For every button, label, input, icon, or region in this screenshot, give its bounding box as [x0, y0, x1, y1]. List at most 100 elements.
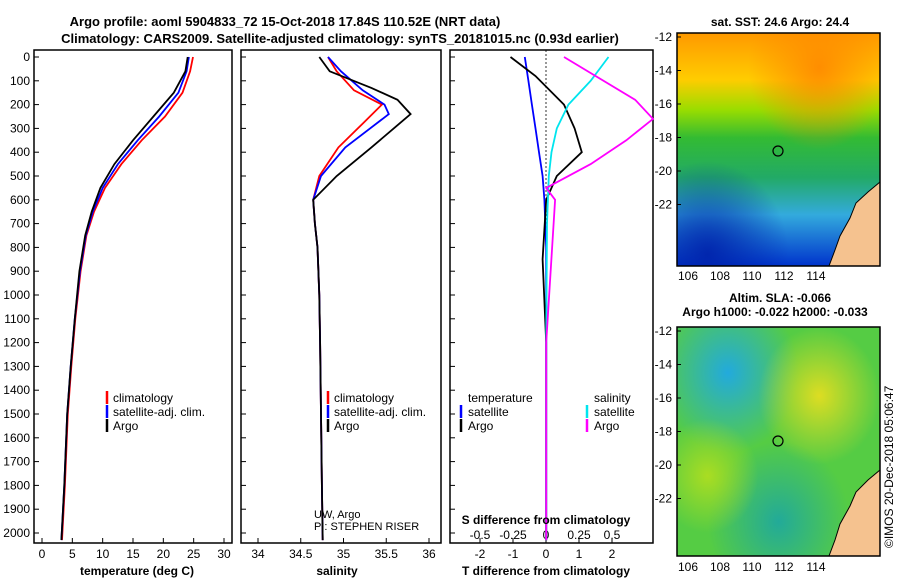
difference-tick-label: 1: [576, 547, 583, 561]
depth-tick-label: 1700: [3, 455, 30, 469]
temperature-x-axis: 0 5 10 15 20 25 30: [39, 538, 231, 561]
depth-tick-label: 0: [23, 50, 30, 64]
depth-tick-label: 300: [10, 121, 30, 135]
latitude-tick-label: -18: [655, 425, 673, 439]
longitude-tick-label: 112: [774, 560, 793, 574]
series-line-temperature-satellite: [523, 56, 548, 541]
salinity-legend: climatology satellite-adj. clim. Argo: [326, 391, 426, 433]
legend-sal-title: salinity: [594, 391, 631, 405]
difference-legend-salinity: salinity satellite Argo: [585, 391, 635, 433]
depth-tick-label: 600: [10, 193, 30, 207]
difference-tick-label: -2: [475, 547, 486, 561]
series-line-argo: [60, 56, 189, 541]
depth-tick-label: 800: [10, 240, 30, 254]
longitude-tick-label: 108: [710, 269, 730, 283]
latitude-tick-label: -14: [655, 358, 673, 372]
legend-argo-label: Argo: [334, 419, 360, 433]
difference-top-label: S difference from climatology: [462, 513, 631, 527]
series-layer: [60, 56, 655, 541]
depth-tick-label: 1400: [3, 383, 30, 397]
depth-tick-label: 1000: [3, 288, 30, 302]
temperature-legend: climatology satellite-adj. clim. Argo: [105, 391, 205, 433]
salinity-tick-label: 35.5: [375, 547, 399, 561]
longitude-tick-label: 112: [774, 269, 793, 283]
series-line-salinity-satellite: [545, 56, 610, 541]
legend-satellite-label: satellite-adj. clim.: [113, 405, 205, 419]
longitude-tick-label: 106: [678, 269, 698, 283]
depth-tick-label: 1100: [4, 312, 30, 326]
latitude-tick-label: -14: [655, 64, 673, 78]
difference-tick-label: 2: [609, 547, 616, 561]
latitude-tick-label: -22: [655, 492, 673, 506]
longitude-tick-label: 106: [678, 560, 698, 574]
latitude-tick-label: -12: [655, 324, 673, 338]
latitude-tick-label: -16: [655, 97, 673, 111]
depth-tick-label: 1600: [3, 431, 30, 445]
depth-tick-label: 500: [10, 169, 30, 183]
sla-map-title-1: Altim. SLA: -0.066: [729, 291, 831, 305]
series-line-satellite-adj-clim-: [312, 56, 390, 541]
legend-temp-argo-label: Argo: [468, 419, 494, 433]
difference-panel-frame: [449, 49, 654, 544]
depth-tick-label: 2000: [3, 526, 30, 540]
salinity-tick-label: 34.5: [289, 547, 313, 561]
salinity-xlabel: salinity: [316, 564, 358, 578]
temperature-tick-label: 15: [126, 547, 140, 561]
title-line-2: Climatology: CARS2009. Satellite-adjuste…: [61, 31, 619, 46]
temperature-tick-label: 10: [96, 547, 110, 561]
sst-map: [676, 32, 881, 267]
credit-line-2: PI: STEPHEN RISER: [314, 521, 419, 533]
depth-tick-label: 1500: [3, 407, 30, 421]
legend-temp-title: temperature: [468, 391, 533, 405]
depth-tick-label: 400: [10, 145, 30, 159]
legend-temp-satellite-label: satellite: [468, 405, 509, 419]
longitude-tick-label: 110: [742, 560, 761, 574]
temperature-panel-frame: [33, 49, 233, 544]
sla-map-title-2: Argo h1000: -0.022 h2000: -0.033: [682, 305, 868, 319]
temperature-xlabel: temperature (deg C): [80, 564, 194, 578]
salinity-panel-frame: [240, 49, 442, 544]
legend-sal-argo-label: Argo: [594, 419, 620, 433]
longitude-tick-label: 114: [806, 269, 825, 283]
longitude-tick-label: 108: [710, 560, 730, 574]
depth-tick-label: 1200: [3, 336, 30, 350]
depth-tick-label: 200: [10, 98, 30, 112]
latitude-tick-label: -20: [655, 458, 673, 472]
latitude-tick-label: -16: [655, 391, 673, 405]
depth-tick-label: 1800: [3, 478, 30, 492]
temperature-tick-label: 20: [157, 547, 171, 561]
temperature-tick-label: 0: [39, 547, 46, 561]
latitude-tick-label: -22: [655, 198, 673, 212]
depth-tick-label: 100: [10, 74, 30, 88]
salinity-tick-label: 35: [337, 547, 351, 561]
depth-axis: 0 100 200 300 400 500 600 700 800 900 1000 1100 1200…: [3, 50, 455, 540]
difference-tick-label: 0: [543, 547, 550, 561]
legend-climatology-label: climatology: [334, 391, 394, 405]
series-line-satellite-adj-clim-: [60, 56, 190, 541]
legend-argo-label: Argo: [113, 419, 139, 433]
salinity-difference-tick-label: 0.5: [604, 528, 621, 542]
longitude-tick-label: 114: [806, 560, 825, 574]
salinity-difference-tick-label: -0.25: [499, 528, 527, 542]
salinity-difference-tick-label: -0.5: [470, 528, 491, 542]
temperature-tick-label: 5: [69, 547, 76, 561]
legend-satellite-label: satellite-adj. clim.: [334, 405, 426, 419]
depth-tick-label: 900: [10, 264, 30, 278]
depth-tick-label: 1900: [3, 502, 30, 516]
depth-tick-label: 1300: [3, 359, 30, 373]
difference-tick-label: -1: [508, 547, 519, 561]
map-axes: -12 -14 -16 -18 -20 -22 -12 -14 -16 -18 -20 -22 106 1…: [655, 30, 826, 574]
temperature-tick-label: 30: [217, 547, 231, 561]
sst-map-title: sat. SST: 24.6 Argo: 24.4: [711, 15, 850, 29]
series-line-argo: [312, 56, 412, 541]
salinity-difference-tick-label: 0.25: [567, 528, 591, 542]
argo-float-marker: [772, 145, 784, 157]
title-line-1: Argo profile: aoml 5904833_72 15-Oct-201…: [70, 14, 501, 29]
latitude-tick-label: -20: [655, 164, 673, 178]
series-line-climatology: [312, 56, 384, 541]
difference-legend-temperature: temperature satellite Argo: [459, 391, 533, 433]
legend-sal-satellite-label: satellite: [594, 405, 635, 419]
difference-xlabel: T difference from climatology: [462, 564, 630, 578]
latitude-tick-label: -12: [655, 30, 673, 44]
